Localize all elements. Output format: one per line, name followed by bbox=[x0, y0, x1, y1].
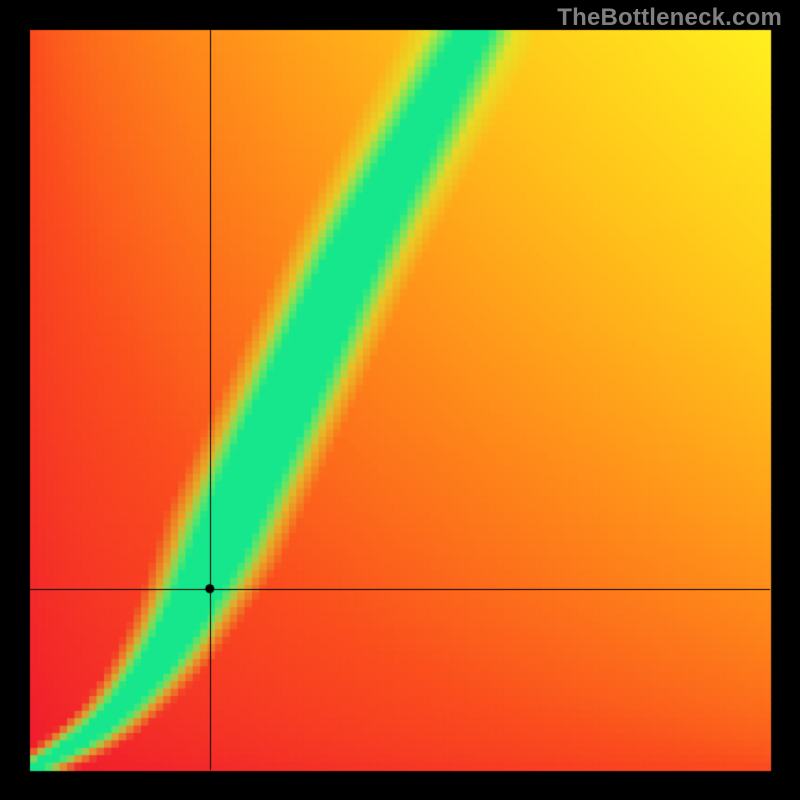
chart-root: { "type": "heatmap-pixelated-with-curve"… bbox=[0, 0, 800, 800]
watermark-text: TheBottleneck.com bbox=[557, 4, 782, 32]
bottleneck-heatmap bbox=[0, 0, 800, 800]
